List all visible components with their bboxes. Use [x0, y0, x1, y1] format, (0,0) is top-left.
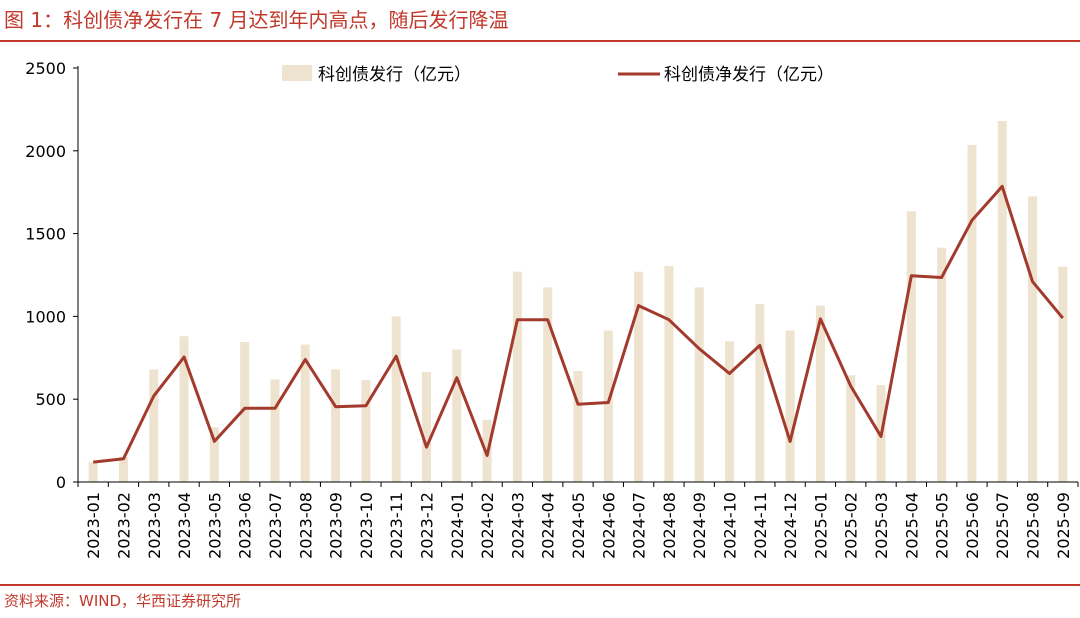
- x-tick-label: 2024-09: [690, 492, 709, 559]
- bar-2023-11: [391, 316, 401, 482]
- bar-2023-08: [300, 344, 310, 482]
- y-tick-label: 2000: [25, 142, 66, 161]
- x-tick-label: 2023-11: [387, 492, 406, 559]
- x-tick-label: 2025-08: [1024, 492, 1043, 559]
- x-tick-label: 2025-05: [933, 492, 952, 559]
- legend-bar-swatch: [282, 65, 312, 81]
- bar-2023-03: [149, 369, 159, 482]
- bar-2024-01: [452, 349, 462, 482]
- bar-2023-05: [209, 427, 219, 482]
- x-tick-label: 2025-01: [811, 492, 830, 559]
- bar-2025-02: [846, 375, 856, 482]
- legend-bar-label: 科创债发行（亿元）: [318, 65, 471, 85]
- bar-2024-11: [755, 303, 765, 482]
- x-tick-label: 2025-04: [902, 492, 921, 559]
- x-tick-label: 2023-06: [236, 492, 255, 559]
- x-tick-label: 2025-03: [872, 492, 891, 559]
- y-tick-label: 0: [56, 473, 66, 492]
- x-tick-label: 2025-06: [963, 492, 982, 559]
- x-tick-label: 2023-03: [145, 492, 164, 559]
- x-tick-label: 2025-02: [842, 492, 861, 559]
- x-tick-label: 2024-04: [539, 492, 558, 559]
- x-tick-label: 2024-08: [660, 492, 679, 559]
- bar-2024-10: [725, 341, 735, 482]
- x-tick-label: 2024-01: [448, 492, 467, 559]
- bar-2023-06: [240, 342, 250, 482]
- x-tick-label: 2023-09: [327, 492, 346, 559]
- legend: 科创债发行（亿元） 科创债净发行（亿元）: [282, 65, 834, 85]
- bar-2024-09: [694, 287, 704, 482]
- y-axis-ticks: 0 500 1000 1500 2000 2500: [25, 59, 78, 492]
- bar-2023-02: [118, 457, 128, 482]
- x-tick-label: 2024-11: [751, 492, 770, 559]
- title-divider: [0, 40, 1080, 42]
- axes: [77, 66, 1078, 483]
- bar-2023-12: [421, 371, 431, 482]
- x-tick-label: 2023-08: [296, 492, 315, 559]
- bar-2025-09: [1058, 266, 1068, 482]
- bar-2023-07: [270, 379, 280, 482]
- x-tick-label: 2025-07: [993, 492, 1012, 559]
- bar-2024-03: [512, 271, 522, 482]
- bar-2023-10: [361, 380, 371, 482]
- footer-divider: [0, 584, 1080, 586]
- y-tick-label: 1000: [25, 307, 66, 326]
- bar-2025-01: [815, 305, 825, 482]
- y-tick-label: 500: [35, 390, 66, 409]
- bar-2024-05: [573, 371, 583, 482]
- x-tick-label: 2023-02: [114, 492, 133, 559]
- bar-2025-06: [967, 145, 977, 482]
- x-tick-label: 2023-10: [357, 492, 376, 559]
- x-tick-label: 2023-01: [84, 492, 103, 559]
- bar-2025-05: [937, 247, 947, 482]
- x-tick-label: 2024-12: [781, 492, 800, 559]
- bar-2024-08: [664, 265, 674, 482]
- x-axis-ticks: 2023-01 2023-02 2023-03 2023-04 2023-05 2023-…: [77, 482, 1079, 559]
- bar-2023-09: [331, 369, 341, 482]
- bar-2024-06: [603, 330, 613, 482]
- bar-2023-01: [88, 462, 98, 482]
- x-tick-label: 2024-03: [508, 492, 527, 559]
- bar-2024-12: [785, 330, 795, 482]
- x-tick-label: 2024-06: [599, 492, 618, 559]
- bar-2025-08: [1028, 196, 1038, 482]
- bar-2025-04: [906, 211, 916, 482]
- x-tick-label: 2023-12: [417, 492, 436, 559]
- bar-2025-07: [997, 120, 1007, 482]
- x-tick-label: 2023-07: [266, 492, 285, 559]
- bar-2024-07: [634, 271, 644, 482]
- source-note: 资料来源：WIND，华西证券研究所: [4, 592, 242, 610]
- y-tick-label: 1500: [25, 225, 66, 244]
- x-tick-label: 2024-10: [721, 492, 740, 559]
- x-tick-label: 2023-04: [175, 492, 194, 559]
- x-tick-label: 2025-09: [1054, 492, 1073, 559]
- line-series-path: [93, 184, 1064, 464]
- bar-2024-04: [543, 287, 553, 482]
- legend-line-label: 科创债净发行（亿元）: [664, 65, 834, 85]
- bar-2023-04: [179, 336, 189, 482]
- x-tick-label: 2023-05: [205, 492, 224, 559]
- bar-series: [88, 120, 1068, 482]
- y-tick-label: 2500: [25, 59, 66, 78]
- x-tick-label: 2024-07: [630, 492, 649, 559]
- x-tick-label: 2024-05: [569, 492, 588, 559]
- x-tick-label: 2024-02: [478, 492, 497, 559]
- chart-title: 图 1：科创债净发行在 7 月达到年内高点，随后发行降温: [4, 8, 509, 32]
